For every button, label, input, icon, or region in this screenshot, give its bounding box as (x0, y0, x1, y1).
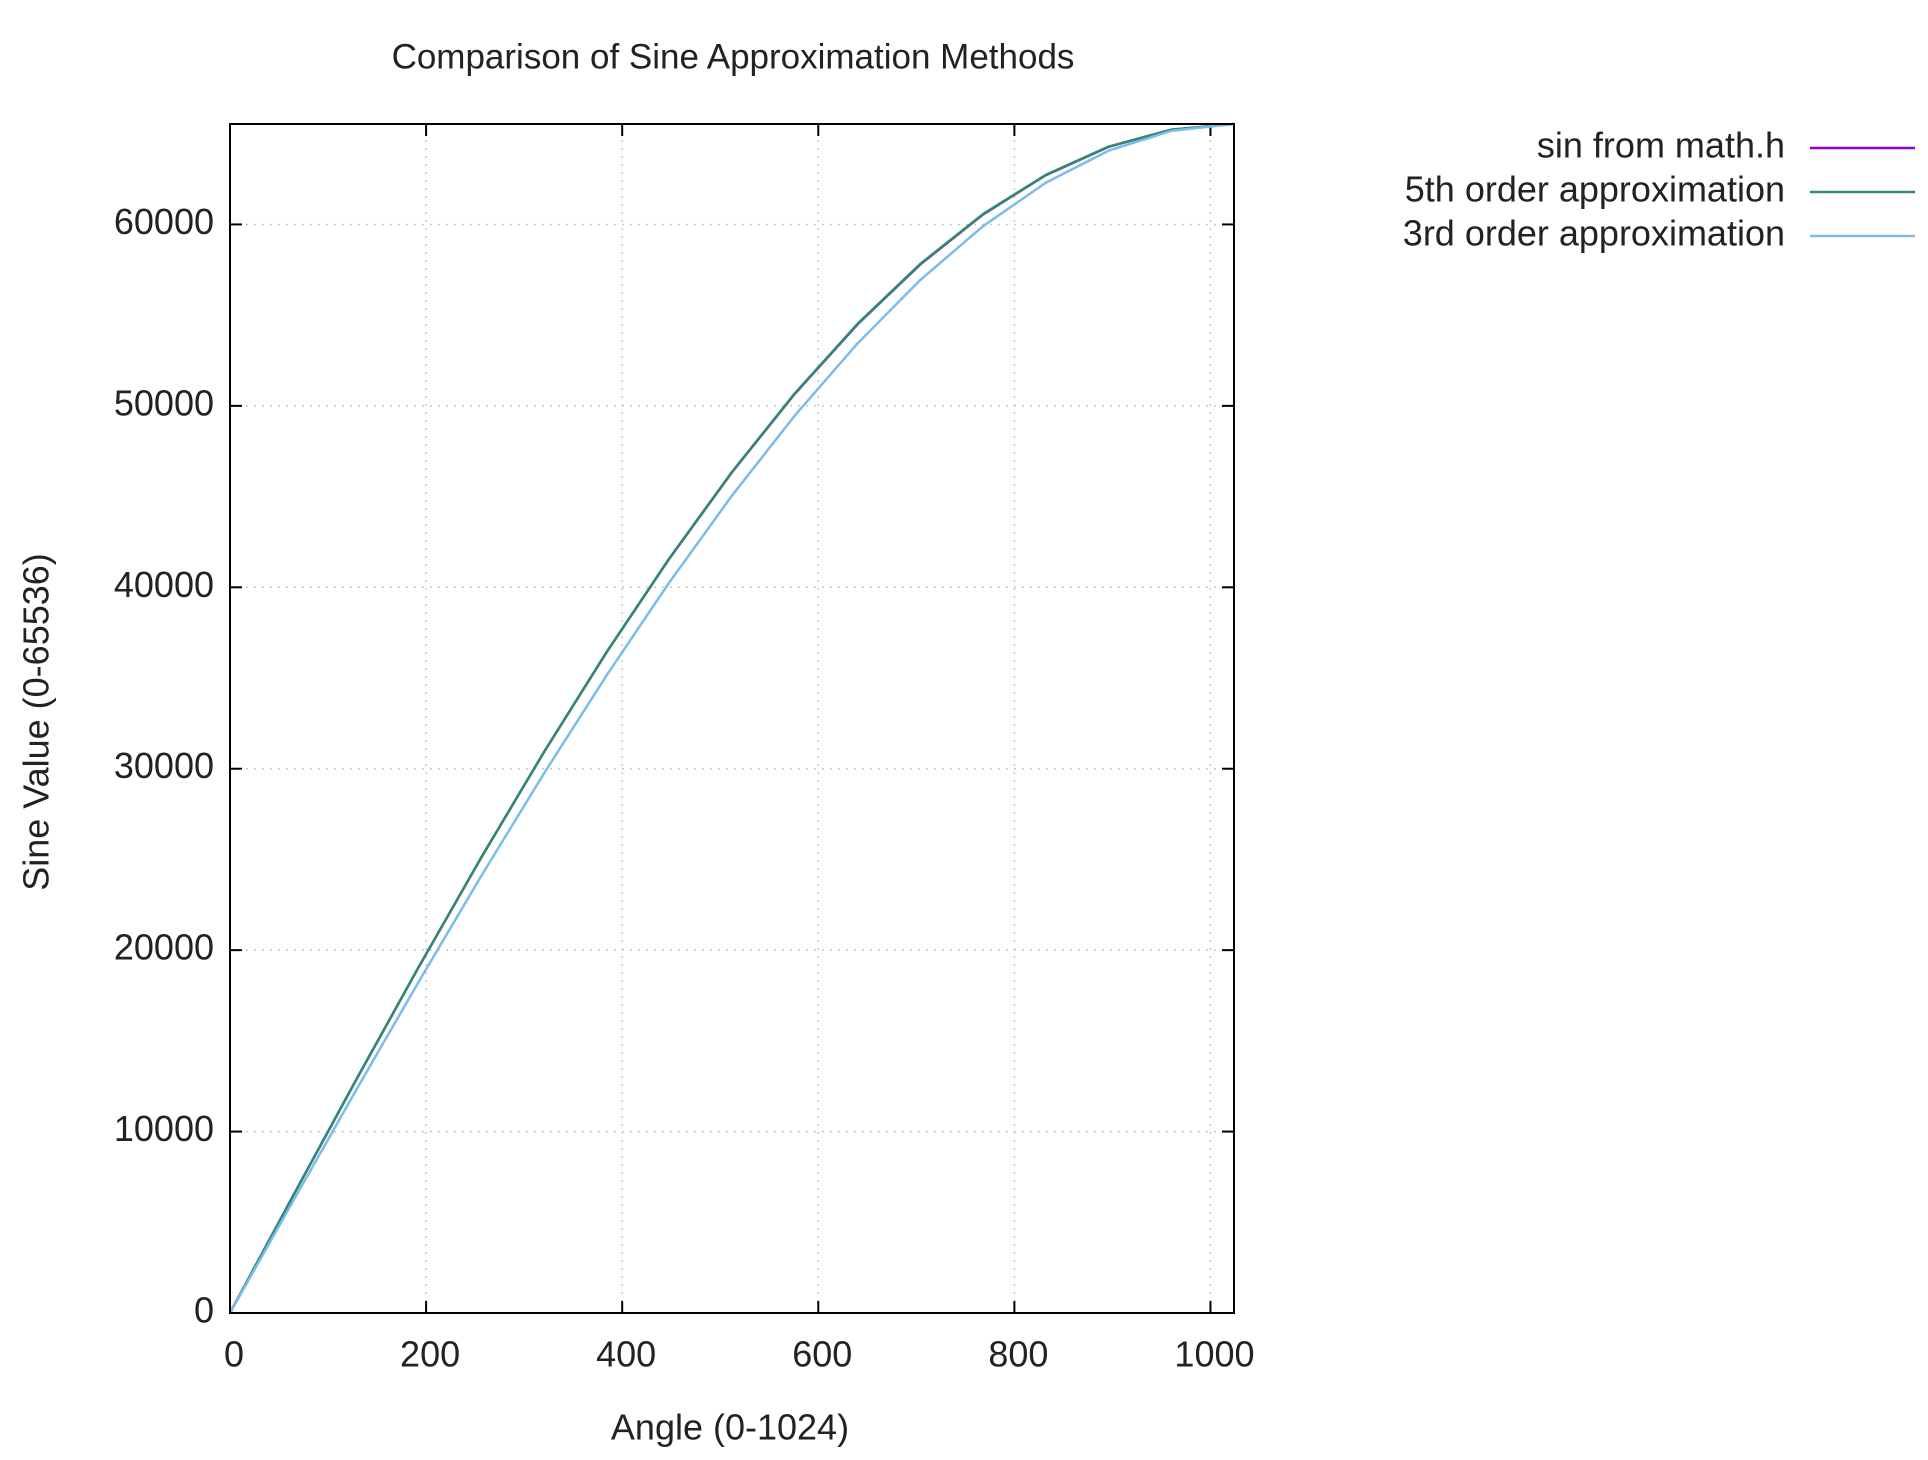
chart-title: Comparison of Sine Approximation Methods (392, 37, 1075, 76)
y-tick-label: 20000 (114, 927, 214, 968)
x-axis-label: Angle (0-1024) (611, 1407, 849, 1448)
plot-frame (229, 123, 1235, 1314)
y-axis-label: Sine Value (0-65536) (16, 553, 57, 891)
y-tick-label: 0 (194, 1290, 214, 1331)
y-tick-label: 60000 (114, 201, 214, 242)
x-tick-label: 600 (792, 1334, 852, 1375)
y-tick-label: 50000 (114, 382, 214, 423)
x-tick-label: 400 (596, 1334, 656, 1375)
y-tick-label: 10000 (114, 1108, 214, 1149)
y-tick-label: 40000 (114, 564, 214, 605)
series-line (228, 122, 1235, 1314)
legend-label: 5th order approximation (1405, 169, 1785, 210)
x-tick-label: 1000 (1174, 1334, 1254, 1375)
x-tick-label: 800 (988, 1334, 1048, 1375)
y-tick-label: 30000 (114, 745, 214, 786)
legend-label: sin from math.h (1537, 125, 1785, 166)
x-tick-label: 0 (224, 1334, 244, 1375)
series-line (228, 122, 1235, 1314)
legend-label: 3rd order approximation (1403, 213, 1785, 254)
x-tick-label: 200 (400, 1334, 460, 1375)
